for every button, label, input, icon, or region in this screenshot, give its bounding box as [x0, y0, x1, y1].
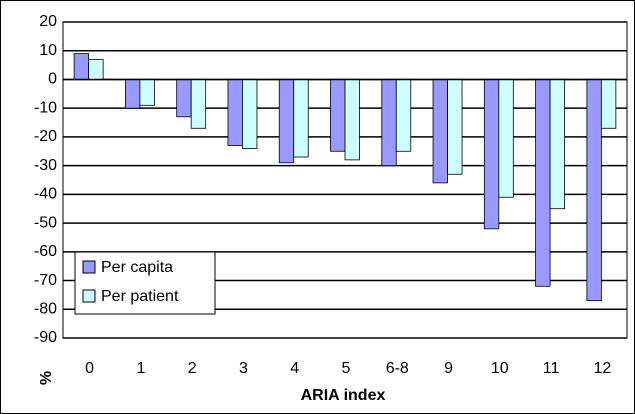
- bar: [381, 79, 397, 167]
- bar: [176, 79, 192, 118]
- bar: [190, 79, 207, 129]
- bar: [432, 79, 448, 184]
- x-tick-label: 12: [593, 360, 611, 377]
- bar: [242, 79, 258, 149]
- y-tick-label: -10: [34, 99, 57, 116]
- y-tick-label: -50: [34, 214, 57, 231]
- bar: [483, 79, 500, 230]
- bar: [498, 79, 514, 198]
- bar: [330, 79, 346, 152]
- y-tick-label: 10: [39, 42, 57, 59]
- bar: [535, 79, 551, 287]
- x-tick-label: 0: [85, 360, 94, 377]
- x-tick-label: 9: [444, 360, 453, 377]
- x-tick-label: 4: [290, 360, 299, 377]
- x-tick-label: 5: [342, 360, 351, 377]
- bar: [227, 79, 243, 146]
- bar: [88, 58, 104, 80]
- x-tick-label: 11: [543, 360, 560, 377]
- legend-label: Per patient: [101, 288, 179, 305]
- y-tick-label: -20: [34, 128, 57, 145]
- y-tick-label: 20: [39, 13, 57, 30]
- x-axis-title: ARIA index: [301, 387, 386, 404]
- y-tick-label: -60: [34, 243, 57, 260]
- x-tick-label: 10: [491, 360, 509, 377]
- legend-box: [74, 251, 216, 315]
- y-tick-label: -40: [34, 186, 57, 203]
- bar: [139, 79, 155, 106]
- y-tick-label: -70: [34, 272, 57, 289]
- bar: [278, 79, 295, 164]
- bar: [125, 79, 141, 109]
- y-tick-label: -80: [34, 300, 57, 317]
- bar: [293, 79, 309, 158]
- y-tick-label: -30: [34, 157, 57, 174]
- y-tick-label: -90: [34, 329, 57, 346]
- bar: [73, 53, 90, 80]
- legend-swatch: [82, 289, 96, 303]
- bar: [549, 79, 565, 210]
- legend-label: Per capita: [101, 259, 173, 276]
- x-tick-label: 6-8: [386, 360, 409, 377]
- bar: [447, 79, 463, 175]
- x-tick-label: 1: [136, 360, 145, 377]
- x-tick-label: 2: [188, 360, 197, 377]
- bar: [600, 79, 617, 129]
- legend-swatch: [82, 260, 96, 274]
- bar: [586, 79, 602, 302]
- x-tick-label: 3: [239, 360, 248, 377]
- y-tick-label: 0: [48, 71, 57, 88]
- bar: [395, 79, 412, 152]
- bar: [344, 79, 360, 161]
- y-axis-title: %: [38, 371, 55, 385]
